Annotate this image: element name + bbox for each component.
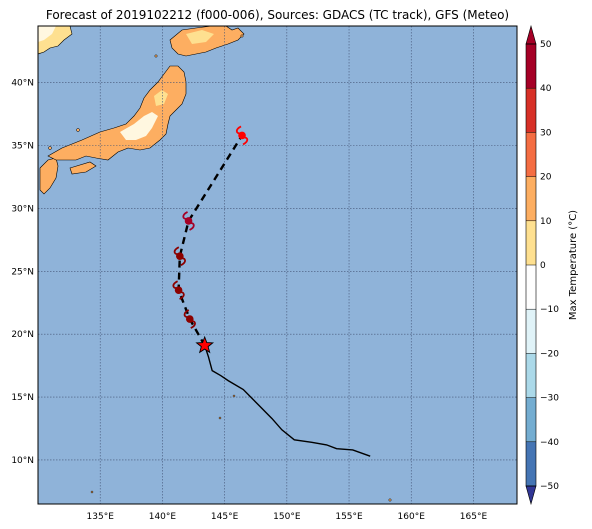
colorbar-segment	[526, 88, 536, 133]
plot-frame	[37, 25, 518, 505]
lat-tick-label: 35°N	[11, 142, 34, 152]
colorbar-label: Max Temperature (°C)	[568, 210, 579, 320]
cyclone-icon	[172, 280, 185, 300]
tc-track	[172, 125, 371, 457]
cyclone-icon	[173, 246, 186, 266]
lat-tick-label: 15°N	[11, 393, 34, 403]
lat-tick-label: 30°N	[11, 204, 34, 214]
current-position-star-icon	[195, 335, 215, 354]
lon-tick-label: 145°E	[211, 512, 239, 522]
lat-tick-label: 20°N	[11, 330, 34, 340]
colorbar-bottom-extension	[525, 485, 537, 506]
lon-tick-label: 150°E	[273, 512, 301, 522]
colorbar-segment	[526, 397, 536, 442]
lon-tick-label: 160°E	[398, 512, 426, 522]
colorbar-segment	[526, 265, 536, 310]
ocean	[38, 26, 517, 504]
past-track-line	[204, 345, 371, 457]
colorbar-tick-label: 30	[540, 128, 552, 138]
map-plot-area[interactable]	[37, 25, 518, 505]
colorbar: 50 40 30 20 10 0 −10 −20 −30 −40 −50 Max Temperatu…	[525, 24, 579, 506]
colorbar-top-extension	[525, 24, 537, 45]
colorbar-tick-label: 40	[540, 84, 552, 94]
cyclone-icon	[183, 309, 196, 329]
map-title: Forecast of 2019102212 (f000-006), Sourc…	[45, 8, 510, 22]
lon-tick-label: 140°E	[149, 512, 177, 522]
land-masses	[38, 26, 392, 502]
cyclone-icon	[182, 211, 195, 231]
colorbar-tick-label: −40	[540, 438, 559, 448]
colorbar-tick-label: 50	[540, 40, 552, 50]
cyclone-icon	[235, 125, 249, 146]
colorbar-segment	[526, 176, 536, 221]
lon-tick-label: 155°E	[335, 512, 363, 522]
land-kyushu	[39, 157, 59, 195]
lat-tick-label: 25°N	[11, 267, 34, 277]
colorbar-segment	[526, 220, 536, 265]
colorbar-tick-label: −50	[540, 482, 559, 492]
land-shikoku	[69, 161, 97, 175]
colorbar-tick-label: −10	[540, 305, 559, 315]
axis-tick-labels: 135°E 140°E 145°E 150°E 155°E 160°E 165°E 10°N 1…	[11, 79, 487, 522]
colorbar-segment	[526, 441, 536, 486]
colorbar-tick-label: −20	[540, 349, 559, 359]
colorbar-tick-label: 10	[540, 217, 552, 227]
colorbar-segment	[526, 132, 536, 177]
land-honshu	[47, 65, 187, 161]
colorbar-segment	[526, 353, 536, 398]
colorbar-tick-label: −30	[540, 394, 559, 404]
colorbar-tick-label: 20	[540, 173, 552, 183]
lon-tick-label: 135°E	[87, 512, 115, 522]
colorbar-tick-label: 0	[540, 261, 546, 271]
lat-tick-label: 40°N	[11, 79, 34, 89]
graticule	[38, 26, 517, 504]
lat-tick-label: 10°N	[11, 456, 34, 466]
lon-tick-label: 165°E	[460, 512, 488, 522]
colorbar-segment	[526, 309, 536, 354]
colorbar-segment	[526, 44, 536, 89]
